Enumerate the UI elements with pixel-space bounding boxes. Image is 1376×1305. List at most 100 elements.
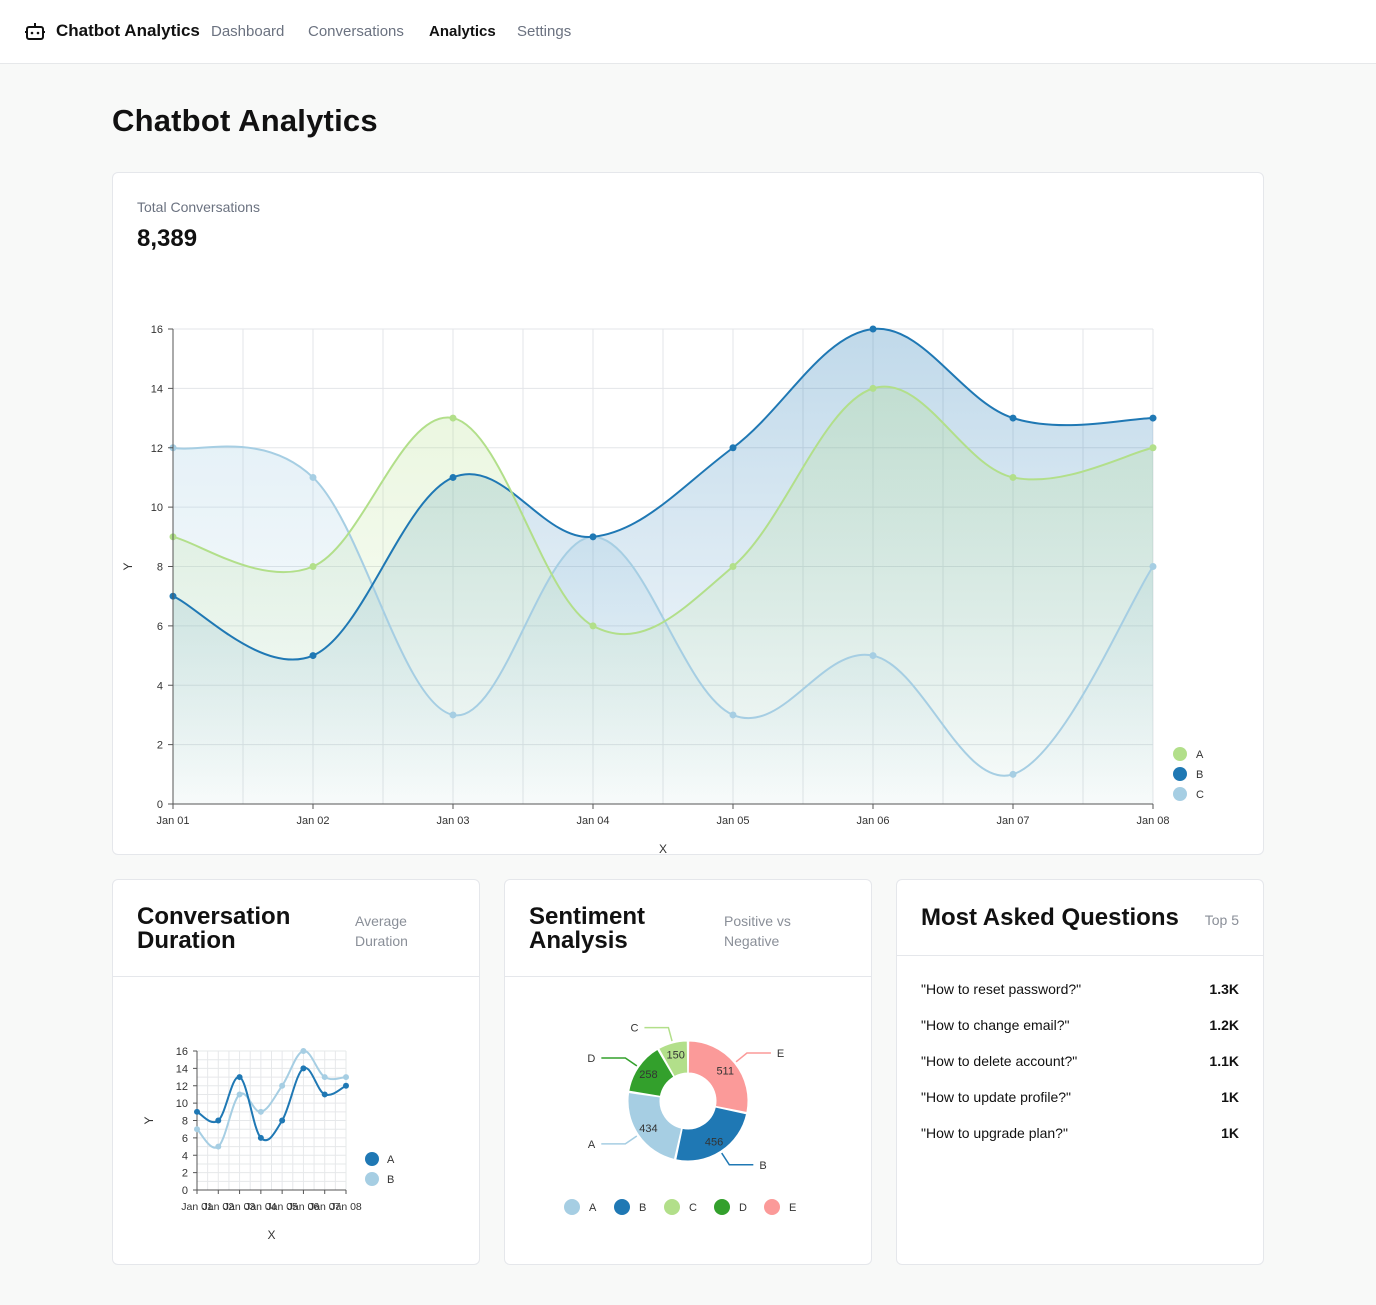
question-text[interactable]: "How to upgrade plan?" bbox=[921, 1125, 1068, 1141]
question-text[interactable]: "How to reset password?" bbox=[921, 981, 1081, 997]
legend-label-B: B bbox=[639, 1202, 646, 1214]
question-text[interactable]: "How to delete account?" bbox=[921, 1053, 1077, 1069]
card-title: Most Asked Questions bbox=[921, 906, 1179, 930]
question-count: 1.3K bbox=[1209, 981, 1239, 997]
slice-value-label-C: 150 bbox=[666, 1050, 684, 1062]
leader-line-D bbox=[601, 1058, 637, 1066]
legend-label-C: C bbox=[689, 1202, 697, 1214]
legend-label-A: A bbox=[1196, 749, 1204, 761]
legend-swatch-A bbox=[564, 1199, 580, 1215]
slice-name-label-E: E bbox=[777, 1048, 784, 1060]
legend-label-B: B bbox=[387, 1174, 394, 1186]
data-point-B bbox=[300, 1048, 306, 1054]
leader-line-C bbox=[644, 1028, 672, 1042]
legend-swatch-B bbox=[614, 1199, 630, 1215]
brand-name: Chatbot Analytics bbox=[56, 21, 200, 41]
y-tick-label: 2 bbox=[182, 1168, 188, 1180]
data-point-A bbox=[300, 1065, 306, 1071]
data-point-A bbox=[870, 385, 877, 392]
question-count: 1.1K bbox=[1209, 1053, 1239, 1069]
data-point-A bbox=[730, 563, 737, 570]
data-point-B bbox=[590, 533, 597, 540]
card-header: Most Asked Questions Top 5 bbox=[897, 880, 1263, 956]
question-count: 1.2K bbox=[1209, 1017, 1239, 1033]
data-point-A bbox=[279, 1118, 285, 1124]
card-subtitle: Top 5 bbox=[1205, 910, 1239, 930]
y-tick-label: 16 bbox=[151, 324, 163, 336]
data-point-A bbox=[215, 1118, 221, 1124]
x-tick-label: Jan 03 bbox=[436, 815, 469, 827]
sentiment-card: Sentiment Analysis Positive vs Negative … bbox=[504, 879, 872, 1265]
y-tick-label: 8 bbox=[182, 1116, 188, 1128]
y-tick-label: 10 bbox=[151, 502, 163, 514]
x-tick-label: Jan 02 bbox=[296, 815, 329, 827]
data-point-B bbox=[322, 1074, 328, 1080]
nav-link-analytics[interactable]: Analytics bbox=[429, 23, 496, 40]
x-tick-label: Jan 07 bbox=[996, 815, 1029, 827]
question-text[interactable]: "How to update profile?" bbox=[921, 1089, 1071, 1105]
top-nav: Chatbot Analytics Dashboard Conversation… bbox=[0, 0, 1376, 64]
legend-swatch-A bbox=[365, 1152, 379, 1166]
data-point-A bbox=[590, 622, 597, 629]
data-point-A bbox=[1010, 474, 1017, 481]
question-text[interactable]: "How to change email?" bbox=[921, 1017, 1069, 1033]
data-point-B bbox=[194, 1126, 200, 1132]
y-tick-label: 4 bbox=[157, 680, 163, 692]
leader-line-B bbox=[722, 1153, 754, 1165]
slice-value-label-D: 258 bbox=[639, 1069, 657, 1081]
x-axis-title: X bbox=[267, 1228, 275, 1242]
x-tick-label: Jan 05 bbox=[716, 815, 749, 827]
donut-slice-B bbox=[676, 1107, 747, 1161]
legend-swatch-D bbox=[714, 1199, 730, 1215]
y-tick-label: 6 bbox=[182, 1133, 188, 1145]
data-point-B bbox=[1150, 415, 1157, 422]
conversations-area-chart: 0 2 4 6 8 10 12 14 16 Jan 01 Jan 02 Jan 03 Jan 04 Jan… bbox=[113, 173, 1263, 854]
y-tick-label: 12 bbox=[151, 443, 163, 455]
slice-name-label-D: D bbox=[587, 1053, 595, 1065]
page-title: Chatbot Analytics bbox=[112, 103, 378, 139]
legend-swatch-C bbox=[1173, 787, 1187, 801]
y-tick-label: 14 bbox=[176, 1063, 188, 1075]
sentiment-donut-chart: 511 E 456 B 434 A 258 D 150 C A B C D E bbox=[505, 880, 871, 1264]
y-tick-label: 0 bbox=[157, 799, 163, 811]
data-point-A bbox=[310, 563, 317, 570]
y-tick-label: 2 bbox=[157, 740, 163, 752]
data-point-A bbox=[343, 1083, 349, 1089]
x-axis-title: X bbox=[659, 842, 667, 854]
legend-swatch-E bbox=[764, 1199, 780, 1215]
nav-link-dashboard[interactable]: Dashboard bbox=[211, 23, 284, 40]
question-count: 1K bbox=[1221, 1125, 1239, 1141]
data-point-B bbox=[258, 1109, 264, 1115]
data-point-C bbox=[870, 652, 877, 659]
data-point-B bbox=[237, 1091, 243, 1097]
data-point-B bbox=[870, 326, 877, 333]
y-axis-title: Y bbox=[121, 562, 135, 570]
y-tick-label: 16 bbox=[176, 1046, 188, 1058]
data-point-A bbox=[1150, 444, 1157, 451]
x-tick-label: Jan 06 bbox=[856, 815, 889, 827]
y-tick-label: 10 bbox=[176, 1098, 188, 1110]
data-point-B bbox=[343, 1074, 349, 1080]
legend-swatch-B bbox=[365, 1172, 379, 1186]
data-point-B bbox=[310, 652, 317, 659]
brand[interactable]: Chatbot Analytics bbox=[24, 20, 200, 42]
data-point-C bbox=[1150, 563, 1157, 570]
x-tick-label: Jan 08 bbox=[330, 1201, 362, 1213]
slice-value-label-E: 511 bbox=[716, 1066, 734, 1078]
legend-label-B: B bbox=[1196, 769, 1203, 781]
legend-label-A: A bbox=[387, 1154, 395, 1166]
slice-name-label-C: C bbox=[630, 1023, 638, 1035]
legend-label-E: E bbox=[789, 1202, 796, 1214]
nav-link-conversations[interactable]: Conversations bbox=[308, 23, 404, 40]
y-tick-label: 8 bbox=[157, 562, 163, 574]
x-tick-label: Jan 08 bbox=[1136, 815, 1169, 827]
total-conversations-card: Total Conversations 8,389 0 2 4 6 8 10 12 14 16 J… bbox=[112, 172, 1264, 855]
y-tick-label: 4 bbox=[182, 1150, 188, 1162]
slice-name-label-A: A bbox=[588, 1139, 596, 1151]
nav-link-settings[interactable]: Settings bbox=[517, 23, 571, 40]
duration-line-chart: 0246810121416Jan 01Jan 02Jan 03Jan 04Jan… bbox=[113, 880, 479, 1264]
y-tick-label: 14 bbox=[151, 383, 163, 395]
data-point-B bbox=[215, 1144, 221, 1150]
questions-card: Most Asked Questions Top 5 "How to reset… bbox=[896, 879, 1264, 1265]
data-point-A bbox=[258, 1135, 264, 1141]
